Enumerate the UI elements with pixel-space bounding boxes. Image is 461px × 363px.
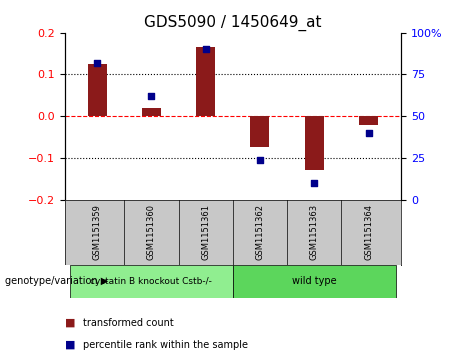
- Bar: [88, 64, 106, 116]
- Text: GSM1151360: GSM1151360: [147, 204, 156, 260]
- Bar: [142, 108, 161, 116]
- Text: ■: ■: [65, 340, 75, 350]
- Point: [94, 60, 101, 66]
- Point: [202, 46, 209, 52]
- Text: cystatin B knockout Cstb-/-: cystatin B knockout Cstb-/-: [90, 277, 213, 286]
- Text: ■: ■: [65, 318, 75, 328]
- Text: GSM1151362: GSM1151362: [255, 204, 265, 260]
- Point: [256, 157, 264, 163]
- Bar: [250, 116, 269, 147]
- Point: [365, 130, 372, 136]
- Text: GSM1151361: GSM1151361: [201, 204, 210, 260]
- Text: transformed count: transformed count: [83, 318, 174, 328]
- Title: GDS5090 / 1450649_at: GDS5090 / 1450649_at: [144, 15, 322, 31]
- Bar: [233, 265, 396, 298]
- Bar: [196, 47, 215, 116]
- Text: GSM1151363: GSM1151363: [310, 204, 319, 260]
- Text: GSM1151364: GSM1151364: [364, 204, 373, 260]
- Text: GSM1151359: GSM1151359: [93, 204, 101, 260]
- Point: [311, 180, 318, 186]
- Text: percentile rank within the sample: percentile rank within the sample: [83, 340, 248, 350]
- Bar: [70, 265, 233, 298]
- Bar: [359, 116, 378, 125]
- Bar: [305, 116, 324, 171]
- Text: wild type: wild type: [292, 276, 337, 286]
- Text: genotype/variation ▶: genotype/variation ▶: [5, 276, 108, 286]
- Point: [148, 93, 155, 99]
